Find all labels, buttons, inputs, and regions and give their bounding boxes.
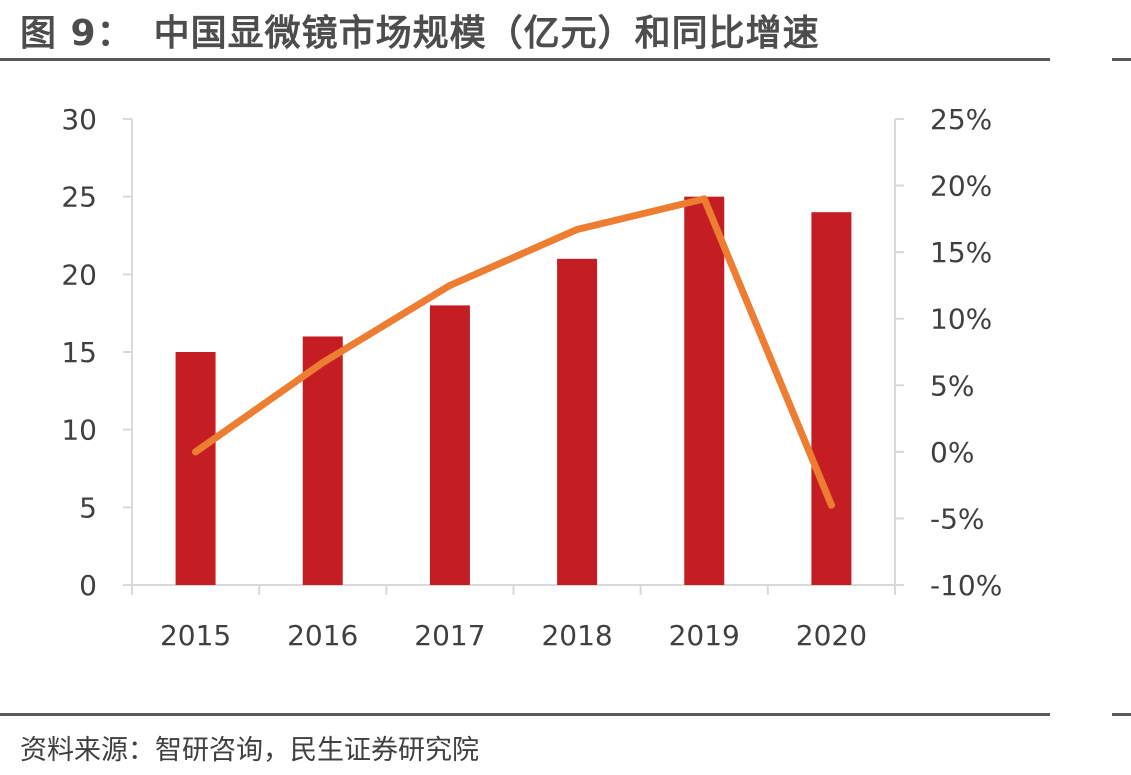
- x-tick-label: 2016: [287, 619, 358, 652]
- y2-tick-label: 25%: [930, 103, 992, 136]
- growth-point-2020: [827, 501, 835, 509]
- x-tick-label: 2018: [541, 619, 612, 652]
- y2-tick-label: 20%: [930, 170, 992, 203]
- line-series: [192, 195, 835, 509]
- growth-line: [192, 195, 835, 509]
- y2-tick-label: 5%: [930, 369, 974, 402]
- bottom-rule-right: [1112, 713, 1131, 716]
- y2-tick-label: -10%: [930, 569, 1002, 602]
- y2-tick-label: 10%: [930, 303, 992, 336]
- chart-axes: [123, 118, 904, 595]
- source-note: 资料来源：智研咨询，民生证券研究院: [20, 735, 479, 766]
- y-tick-label: 25: [61, 181, 97, 214]
- bar-2020: [811, 212, 852, 585]
- growth-point-2017: [446, 281, 454, 289]
- x-tick-label: 2017: [414, 619, 485, 652]
- y-tick-label: 15: [61, 336, 97, 369]
- y2-tick-label: -5%: [930, 502, 985, 535]
- figure-title: 图 9： 中国显微镜市场规模（亿元）和同比增速: [20, 4, 820, 56]
- x-tick-label: 2015: [160, 619, 231, 652]
- bottom-rule: [0, 713, 1050, 716]
- y2-tick-label: 15%: [930, 236, 992, 269]
- growth-point-2015: [192, 448, 200, 456]
- top-rule-right: [1112, 58, 1131, 61]
- y2-tick-label: 0%: [930, 436, 974, 469]
- bar-2015: [175, 352, 216, 585]
- figure-label: 图 9：: [20, 13, 134, 54]
- x-tick-label: 2019: [669, 619, 740, 652]
- figure-title-text: 中国显微镜市场规模（亿元）和同比增速: [153, 13, 820, 54]
- bar-2016: [302, 336, 343, 585]
- y-tick-label: 10: [61, 414, 97, 447]
- growth-point-2018: [573, 226, 581, 234]
- y-tick-label: 0: [79, 569, 97, 602]
- growth-point-2016: [319, 359, 327, 367]
- y-tick-label: 30: [61, 103, 97, 136]
- bar-2019: [684, 196, 725, 585]
- bar-series: [175, 196, 852, 585]
- top-rule: [0, 58, 1050, 61]
- y-tick-label: 5: [79, 491, 97, 524]
- tick-labels: 0 5 10 15 20 25 30 -10% -5% 0% 5% 10% 15% 20% 25% 2015 2…: [61, 103, 1002, 652]
- bar-2017: [429, 305, 470, 585]
- bar-2018: [557, 258, 598, 585]
- x-tick-label: 2020: [796, 619, 867, 652]
- y-tick-label: 20: [61, 258, 97, 291]
- growth-point-2019: [700, 195, 708, 203]
